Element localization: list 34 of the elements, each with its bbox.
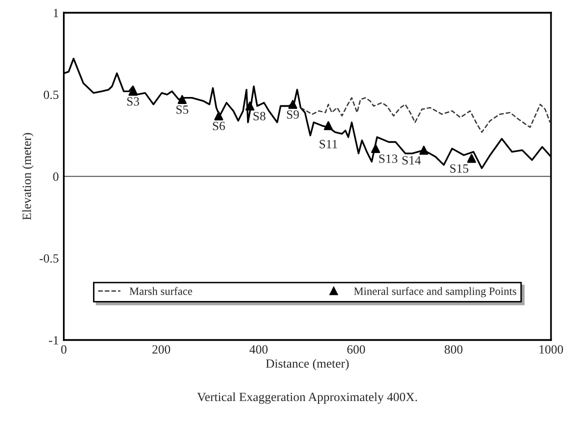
point: [245, 102, 254, 111]
x-axis-title: Distance (meter): [266, 358, 349, 370]
x-tick-label: 0: [61, 345, 66, 354]
y-tick-label: 1: [54, 8, 58, 18]
annotation: S14: [402, 156, 421, 165]
y-axis-title: Elevation (meter): [22, 133, 34, 220]
text: Vertical Exaggeration Approximately 400X.: [197, 392, 417, 404]
point: [214, 111, 224, 120]
legend-label: Marsh surface: [130, 287, 192, 295]
point: [419, 146, 428, 155]
annotation: S8: [254, 112, 266, 120]
line-series: [300, 97, 551, 133]
y-tick-label: -1: [48, 336, 58, 344]
x-tick-label: 200: [152, 345, 170, 354]
legend-label: Mineral surface and sampling Points: [354, 287, 516, 298]
annotation: S3: [127, 97, 140, 106]
annotation: S15: [450, 164, 468, 173]
x-tick-label: 800: [444, 345, 462, 354]
x-tick-label: 600: [347, 345, 366, 354]
annotation: S11: [320, 140, 338, 148]
y-tick-label: 0.5: [44, 90, 58, 100]
point: [178, 94, 187, 104]
point: [467, 154, 476, 163]
annotation: S6: [212, 122, 225, 130]
annotation: S13: [379, 154, 398, 163]
x-tick-label: 400: [250, 345, 268, 354]
x-tick-label: 1000: [540, 345, 564, 354]
annotation: S9: [287, 110, 299, 119]
point: [371, 144, 380, 154]
y-tick-label: -0.5: [40, 254, 58, 263]
y-tick-label: 0: [53, 172, 58, 181]
point: [324, 121, 333, 130]
point: [288, 100, 298, 109]
annotation: S5: [176, 105, 188, 114]
